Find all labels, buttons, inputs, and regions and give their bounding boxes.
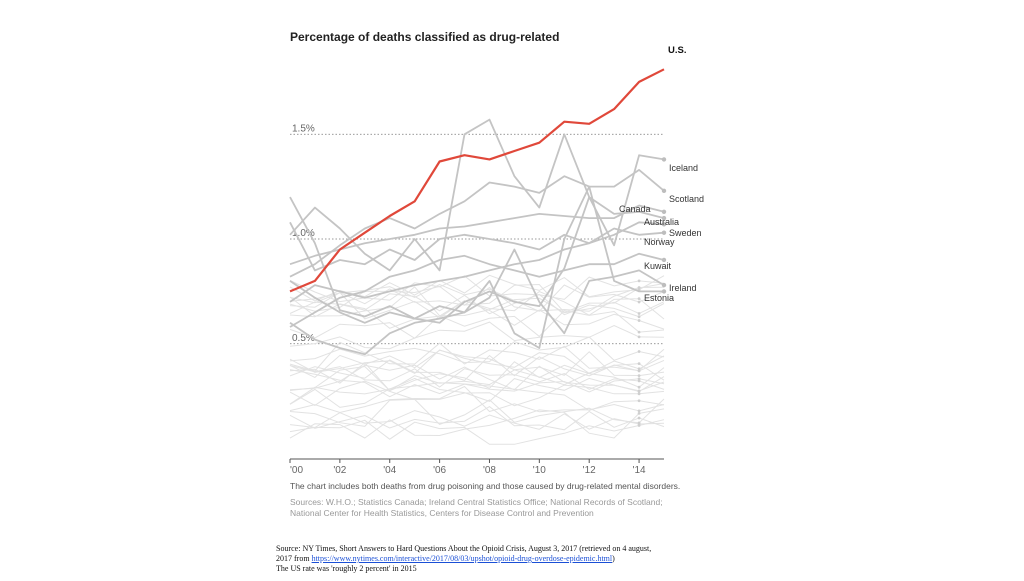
series-label-sweden: Sweden xyxy=(669,228,702,238)
background-series-line xyxy=(289,275,665,303)
background-series-line xyxy=(289,398,665,427)
caption-line-2: 2017 from https://www.nytimes.com/intera… xyxy=(276,554,756,564)
background-series-point xyxy=(637,312,641,315)
background-series-line xyxy=(289,382,665,412)
x-tick-label: '14 xyxy=(633,465,646,476)
background-series-point xyxy=(637,412,641,415)
background-series-line xyxy=(289,321,665,350)
background-series-point xyxy=(637,369,641,373)
background-series-line xyxy=(289,369,665,398)
background-series-point xyxy=(637,319,641,322)
background-series-line xyxy=(289,385,665,414)
series-end-point-kuwait xyxy=(661,257,667,263)
background-series-line xyxy=(289,336,665,364)
background-series-point xyxy=(637,279,641,283)
x-tick-label: '00 xyxy=(290,465,303,476)
source-link[interactable]: https://www.nytimes.com/interactive/2017… xyxy=(311,554,613,563)
y-tick-label: 1.5% xyxy=(292,123,315,134)
x-tick-label: '02 xyxy=(333,465,346,476)
background-series-line xyxy=(289,363,665,392)
background-series-point xyxy=(637,385,641,389)
background-series-point xyxy=(637,286,641,290)
series-end-point-australia xyxy=(661,209,667,214)
background-series-point xyxy=(637,330,641,334)
background-series-line xyxy=(289,283,665,312)
series-end-point-scotland xyxy=(661,188,667,194)
background-series-line xyxy=(289,410,665,430)
background-series-point xyxy=(637,300,641,304)
background-series-point xyxy=(637,392,641,396)
y-tick-label: 0.5% xyxy=(292,333,315,344)
background-series-line xyxy=(289,408,665,439)
caption-line-3: The US rate was 'roughly 2 percent' in 2… xyxy=(276,564,417,573)
background-series-line xyxy=(289,354,665,381)
series-end-point-sweden xyxy=(661,222,667,227)
background-series-line xyxy=(289,341,665,372)
background-series-point xyxy=(637,335,641,339)
series-label-ireland: Ireland xyxy=(669,283,697,293)
series-label-australia: Australia xyxy=(644,217,679,227)
x-tick-label: '04 xyxy=(383,465,396,476)
background-series-line xyxy=(289,380,665,407)
series-label-iceland: Iceland xyxy=(669,163,698,173)
series-line-scotland xyxy=(289,169,665,278)
background-series-line xyxy=(289,419,665,445)
series-label-kuwait: Kuwait xyxy=(644,261,672,271)
series-line-ireland xyxy=(289,248,665,335)
background-series-point xyxy=(637,424,641,427)
series-label-u-s: U.S. xyxy=(668,45,686,56)
caption-line-2-prefix: 2017 from xyxy=(276,554,312,563)
caption-line-2-suffix: ) xyxy=(612,554,615,563)
background-series-line xyxy=(289,309,665,339)
background-series-line xyxy=(289,405,665,431)
background-series-point xyxy=(637,350,641,353)
background-series-point xyxy=(637,409,641,413)
chart-title: Percentage of deaths classified as drug-… xyxy=(290,30,559,44)
series-line-u-s xyxy=(289,68,665,293)
background-series-line xyxy=(289,274,665,302)
series-line-australia xyxy=(289,204,665,266)
x-tick-label: '12 xyxy=(583,465,596,476)
background-series-point xyxy=(637,399,641,403)
series-label-norway: Norway xyxy=(644,237,675,247)
background-series-point xyxy=(637,367,641,371)
series-end-point-norway xyxy=(661,230,667,235)
background-series-line xyxy=(289,376,665,405)
caption-line-1: Source: NY Times, Short Answers to Hard … xyxy=(276,544,652,553)
chart-sources-line-2: National Center for Health Statistics, C… xyxy=(290,508,594,518)
x-tick-label: '10 xyxy=(533,465,546,476)
series-end-point-ireland xyxy=(661,282,667,288)
x-tick-label: '06 xyxy=(433,465,446,476)
series-label-canada: Canada xyxy=(619,204,651,214)
series-line-kuwait xyxy=(289,252,665,328)
background-series-point xyxy=(637,377,641,381)
slide-caption: Source: NY Times, Short Answers to Hard … xyxy=(276,544,756,574)
series-label-scotland: Scotland xyxy=(669,194,704,204)
background-series-point xyxy=(637,416,641,420)
background-series-line xyxy=(289,365,665,390)
chart-sources-line-1: Sources: W.H.O.; Statistics Canada; Irel… xyxy=(290,497,663,507)
y-tick-label: 1.0% xyxy=(292,228,315,239)
background-series-point xyxy=(637,315,641,319)
series-label-estonia: Estonia xyxy=(644,293,674,303)
series-line-estonia xyxy=(289,185,664,356)
series-end-point-iceland xyxy=(661,157,667,162)
series-end-point-estonia xyxy=(661,289,667,294)
background-series-point xyxy=(637,389,641,393)
background-series-point xyxy=(637,362,641,366)
background-series-point xyxy=(637,379,641,383)
background-series-line xyxy=(289,349,665,378)
background-series-point xyxy=(637,374,641,377)
x-tick-label: '08 xyxy=(483,465,496,476)
series-end-point-canada xyxy=(661,215,667,221)
chart-note: The chart includes both deaths from drug… xyxy=(290,481,680,491)
background-series-point xyxy=(637,297,641,301)
